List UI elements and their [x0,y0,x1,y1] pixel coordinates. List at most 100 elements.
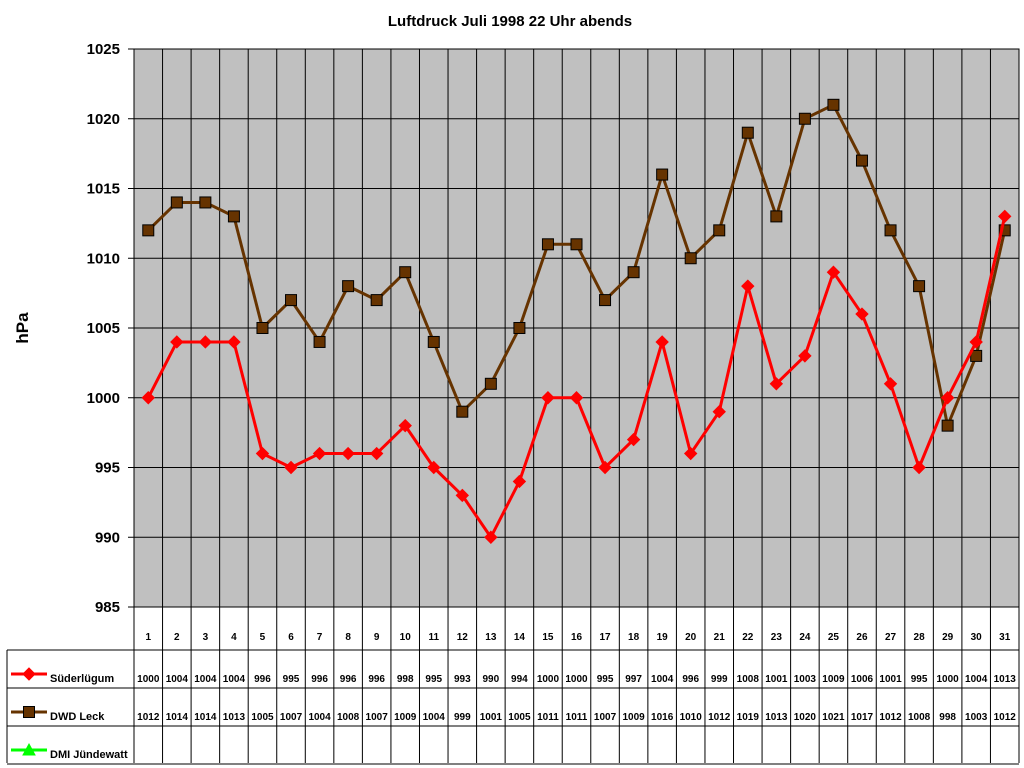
data-point [427,335,440,348]
x-tick-label: 20 [685,632,697,643]
data-label: 1003 [965,712,988,723]
data-point [713,224,726,237]
data-label: 1004 [651,674,674,685]
data-point [369,446,384,461]
x-tick-label: 4 [231,632,237,643]
x-tick-label: 28 [914,632,926,643]
y-axis-label: hPa [13,312,32,344]
y-tick-label: 1020 [87,111,120,128]
data-point [456,405,469,418]
x-tick-label: 3 [203,632,209,643]
plot-area [128,48,1020,608]
data-point [398,418,412,433]
data-point [199,196,212,209]
legend-label: DWD Leck [50,711,105,723]
data-point [599,294,612,307]
data-point [769,377,784,391]
data-point [827,98,840,111]
data-label: 1007 [280,712,303,723]
data-label: 1004 [166,674,189,685]
data-label: 1000 [137,674,160,685]
x-tick-label: 2 [174,632,180,643]
chart-title: Luftdruck Juli 1998 22 Uhr abends [388,13,632,30]
x-tick-label: 22 [742,632,754,643]
x-tick-label: 12 [457,632,469,643]
x-tick-label: 14 [514,632,526,643]
data-point [798,349,812,363]
data-label: 1021 [822,712,845,723]
x-tick-label: 8 [345,632,351,643]
x-tick-label: 23 [771,632,783,643]
x-tick-label: 29 [942,632,954,643]
data-point [884,224,897,237]
data-point [455,488,470,503]
data-label: 999 [454,712,471,723]
data-point [341,446,355,461]
x-tick-label: 31 [999,632,1011,643]
data-label: 994 [511,674,528,685]
data-label: 993 [454,674,471,685]
x-tick-label: 1 [145,632,151,643]
data-point [883,377,898,391]
data-label: 1017 [851,712,874,723]
data-point [370,294,383,307]
data-point [170,196,183,209]
x-tick-label: 5 [260,632,266,643]
data-label: 1012 [708,712,731,723]
data-label: 1004 [194,674,217,685]
data-label: 1013 [994,674,1017,685]
data-label: 996 [368,674,385,685]
data-point [399,266,412,279]
data-label: 995 [911,674,928,685]
data-label: 1004 [223,674,246,685]
data-label: 1004 [308,712,331,723]
data-point [198,335,213,349]
x-tick-label: 17 [599,632,611,643]
data-label: 1009 [822,674,845,685]
data-label: 1014 [166,712,189,723]
data-point [170,335,184,349]
data-label: 996 [311,674,328,685]
data-label: 999 [711,674,728,685]
data-label: 995 [597,674,614,685]
data-label: 1012 [137,712,160,723]
data-point [541,238,554,251]
data-label: 997 [625,674,642,685]
y-tick-label: 990 [95,529,120,546]
data-point [626,432,641,447]
x-tick-label: 13 [485,632,497,643]
x-tick-label: 30 [971,632,983,643]
data-label: 1003 [794,674,817,685]
y-tick-label: 985 [95,599,120,616]
data-point [142,224,155,237]
series-layer [141,98,1012,544]
data-point [227,335,241,349]
data-label: 998 [939,712,956,723]
data-label: 996 [254,674,271,685]
data-point [655,335,669,349]
data-label: 1004 [965,674,988,685]
data-point [855,307,869,321]
data-label: 1013 [765,712,788,723]
data-label: 996 [340,674,357,685]
x-tick-label: 11 [428,632,439,643]
x-tick-label: 25 [828,632,840,643]
x-tick-label: 24 [799,632,811,643]
data-point [312,446,327,461]
data-point [427,460,441,475]
y-tick-label: 1025 [87,41,120,58]
data-point [770,210,783,223]
data-label: 1008 [337,712,360,723]
data-label: 998 [397,674,414,685]
data-point [313,335,326,348]
x-tick-label: 6 [288,632,294,643]
data-label: 1010 [680,712,703,723]
x-tick-label: 16 [571,632,583,643]
data-label: 1000 [537,674,560,685]
data-label: 1007 [366,712,389,723]
data-point [941,419,954,432]
data-label: 1011 [537,712,559,723]
data-point [969,335,983,349]
y-axis-ticks: 985 990 995 1000 1005 1010 1015 1020 1025 [87,41,120,616]
data-point [913,280,926,293]
